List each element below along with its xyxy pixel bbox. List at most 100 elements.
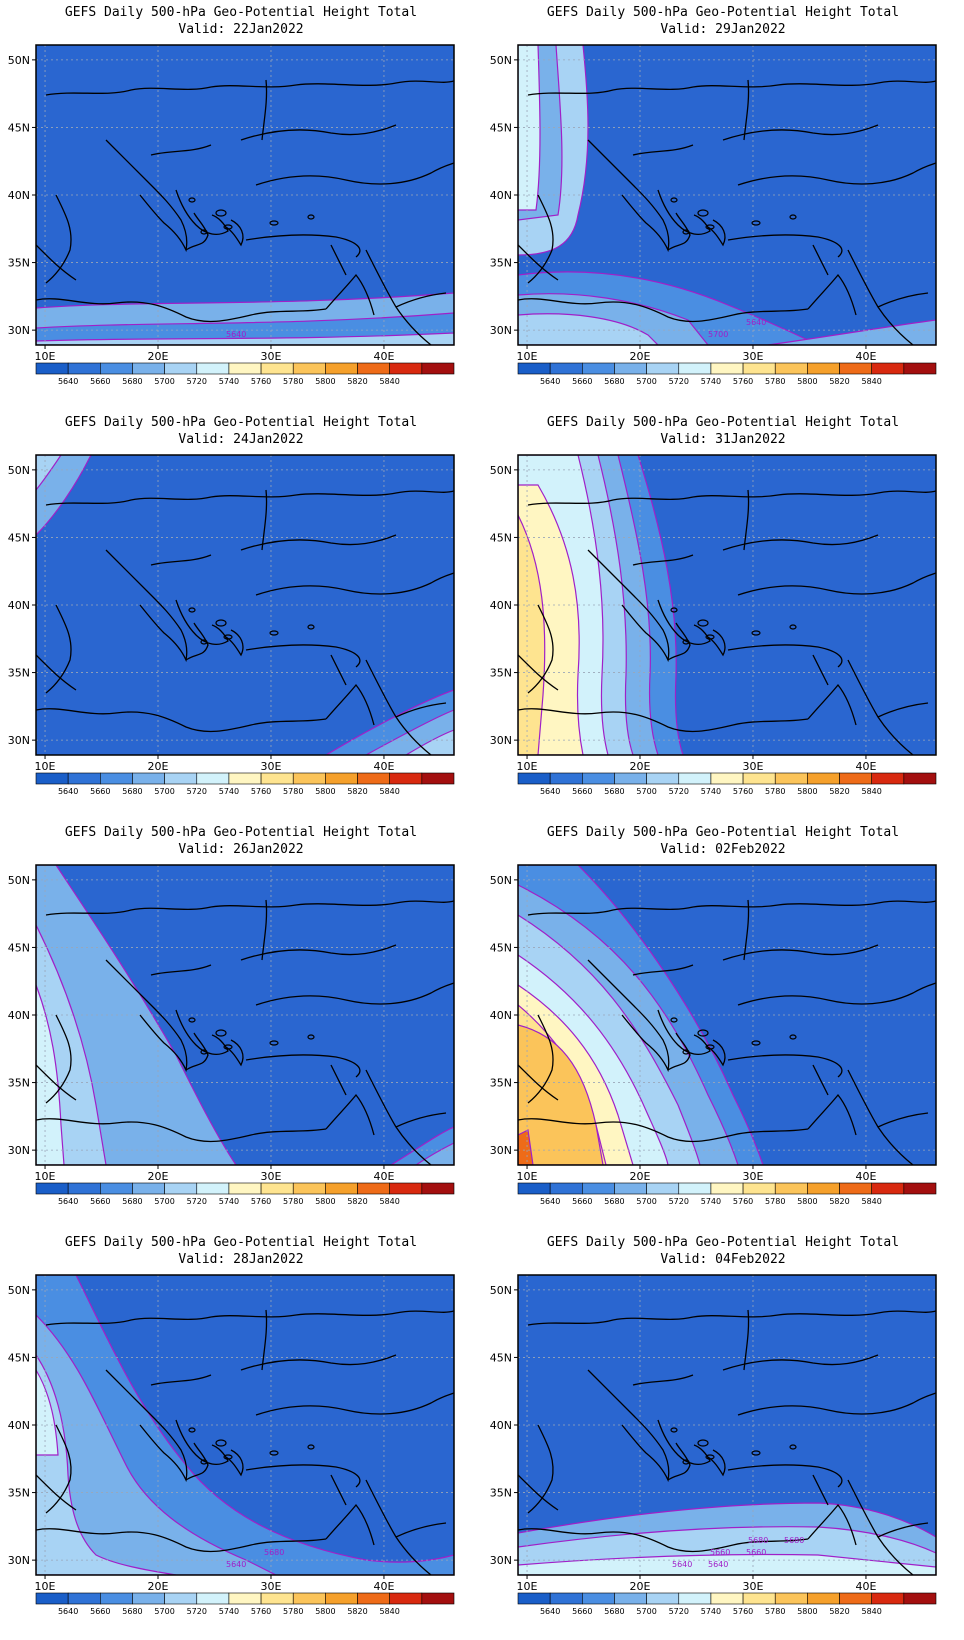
coastline bbox=[707, 1449, 726, 1477]
colorbar-swatch bbox=[871, 772, 905, 785]
colorbar-swatch bbox=[260, 772, 294, 785]
coastline bbox=[245, 644, 361, 668]
coastline bbox=[330, 1064, 347, 1096]
colorbar-swatch bbox=[871, 1592, 905, 1605]
lat-tick-label: 40N bbox=[8, 189, 30, 202]
lon-tick-label: 30E bbox=[743, 1580, 764, 1593]
lat-tick-label: 45N bbox=[490, 531, 512, 544]
colorbar-swatch bbox=[678, 362, 712, 375]
colorbar-swatch bbox=[582, 362, 615, 375]
lon-tick-label: 10E bbox=[517, 1170, 538, 1183]
colorbar-swatch bbox=[357, 1182, 390, 1195]
colorbar-label: 5800 bbox=[797, 1607, 817, 1616]
colorbar-label: 5760 bbox=[251, 1197, 271, 1206]
height-field-band bbox=[36, 1370, 58, 1455]
colorbar-swatch bbox=[228, 1182, 262, 1195]
coastline bbox=[150, 964, 212, 976]
coastline bbox=[185, 212, 209, 251]
coastline bbox=[325, 1503, 375, 1546]
colorbar-swatch bbox=[357, 772, 390, 785]
coastline bbox=[255, 982, 454, 1006]
colorbar-label: 5660 bbox=[90, 787, 110, 796]
coastline bbox=[518, 1064, 559, 1101]
lon-tick-label: 20E bbox=[148, 1170, 169, 1183]
contour-line bbox=[518, 865, 764, 1165]
coastline bbox=[847, 659, 914, 755]
lat-tick-label: 50N bbox=[8, 874, 30, 887]
colorbar-label: 5660 bbox=[90, 1197, 110, 1206]
colorbar-label: 5840 bbox=[862, 1197, 882, 1206]
island-outline bbox=[269, 220, 279, 226]
colorbar-swatch bbox=[421, 1182, 455, 1195]
panel-valid-date: Valid: 24Jan2022 bbox=[178, 432, 304, 447]
island-outline bbox=[789, 1034, 797, 1040]
lon-tick-label: 20E bbox=[630, 350, 651, 363]
colorbar-swatch bbox=[196, 1592, 230, 1605]
panel-valid-date: Valid: 29Jan2022 bbox=[660, 22, 786, 37]
coastline bbox=[36, 654, 77, 691]
map-plot-area bbox=[36, 865, 454, 1165]
island-outline bbox=[188, 1427, 196, 1433]
coastline bbox=[245, 234, 361, 258]
coastline bbox=[240, 534, 397, 551]
island-outline bbox=[223, 224, 233, 230]
lon-tick-label: 10E bbox=[35, 350, 56, 363]
coastline bbox=[812, 1064, 829, 1096]
height-field-band bbox=[36, 1355, 176, 1575]
lat-tick-label: 30N bbox=[490, 1554, 512, 1567]
coastline bbox=[667, 212, 691, 251]
contour-line bbox=[518, 954, 669, 1165]
coastline bbox=[877, 292, 929, 308]
map-panel-24jan2022: 50N 45N 40N 35N 30N 10E 20E 30E 40E 5640 5660 5680 5… bbox=[0, 410, 482, 820]
island-outline bbox=[223, 1454, 233, 1460]
height-field-band bbox=[518, 313, 658, 345]
lat-tick-label: 35N bbox=[8, 257, 30, 270]
island-outline bbox=[751, 1450, 761, 1456]
colorbar-swatch bbox=[260, 1182, 294, 1195]
colorbar-swatch bbox=[903, 1592, 937, 1605]
island-outline bbox=[697, 1439, 709, 1447]
lat-tick-label: 30N bbox=[490, 324, 512, 337]
contour-line bbox=[414, 1142, 454, 1165]
coastline bbox=[632, 554, 694, 566]
colorbar-swatch bbox=[196, 362, 230, 375]
colorbar-swatch bbox=[164, 1182, 198, 1195]
island-outline bbox=[223, 634, 233, 640]
colorbar-swatch bbox=[678, 772, 712, 785]
colorbar-label: 5700 bbox=[154, 787, 174, 796]
coastline bbox=[877, 1522, 929, 1538]
lat-tick-label: 30N bbox=[490, 734, 512, 747]
panel-valid-date: Valid: 31Jan2022 bbox=[660, 432, 786, 447]
coastline bbox=[657, 599, 711, 646]
colorbar-swatch bbox=[325, 1592, 358, 1605]
colorbar-swatch bbox=[132, 362, 165, 375]
coastline bbox=[45, 1310, 454, 1326]
island-outline bbox=[705, 634, 715, 640]
coastline bbox=[587, 139, 670, 253]
coastline bbox=[245, 1464, 361, 1488]
island-outline bbox=[223, 1044, 233, 1050]
colorbar-swatch bbox=[903, 362, 937, 375]
contour-line bbox=[518, 293, 709, 345]
coastline bbox=[261, 1309, 268, 1371]
map-plot-area bbox=[518, 865, 936, 1165]
colorbar-label: 5660 bbox=[90, 377, 110, 386]
contour-line bbox=[518, 455, 659, 755]
map-panel-22jan2022: 5640 50N 45N 40N 35N 30N 10E 20E 30E 40E 5640 5660 5… bbox=[0, 0, 482, 410]
colorbar-swatch bbox=[549, 1592, 583, 1605]
colorbar: 5640 5660 5680 5700 5720 5740 5760 5780 5800 5820… bbox=[35, 362, 455, 386]
colorbar-label: 5720 bbox=[669, 787, 689, 796]
coastline bbox=[225, 1449, 244, 1477]
coastline bbox=[261, 489, 268, 551]
map-panel-02feb2022: 50N 45N 40N 35N 30N 10E 20E 30E 40E 5640 5660 5680 5… bbox=[482, 820, 964, 1230]
coastline bbox=[330, 1474, 347, 1506]
coastline bbox=[518, 244, 559, 281]
coastline bbox=[45, 1014, 72, 1104]
colorbar: 5640 5660 5680 5700 5720 5740 5760 5780 5800 5820… bbox=[517, 362, 937, 386]
coastline bbox=[807, 683, 857, 726]
lat-tick-label: 40N bbox=[8, 1419, 30, 1432]
colorbar-swatch bbox=[228, 362, 262, 375]
colorbar-swatch bbox=[67, 1592, 101, 1605]
coastline bbox=[807, 1093, 857, 1136]
coastline bbox=[45, 80, 454, 96]
